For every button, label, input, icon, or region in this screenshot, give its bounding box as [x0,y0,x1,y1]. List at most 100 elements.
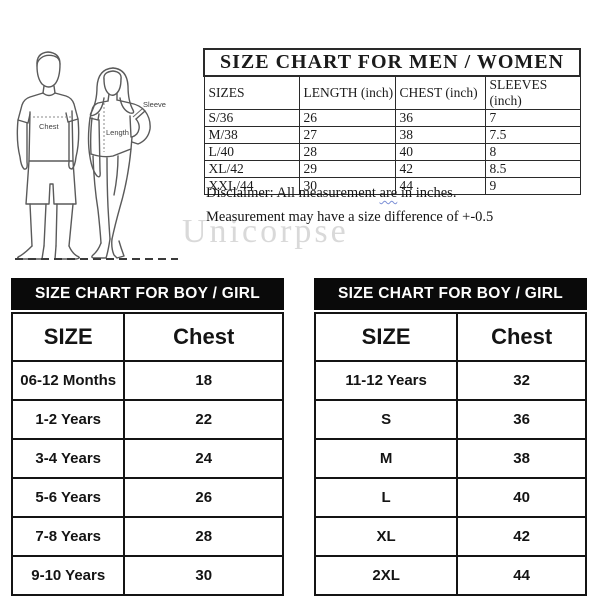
boy-girl-size-chart-left: SIZE CHART FOR BOY / GIRL SIZE Chest 06-1… [10,278,284,596]
table-cell: L/40 [203,143,300,161]
table-row: XL 42 [313,516,587,557]
table-row: 7-8 Years 28 [10,516,284,557]
column-header: Chest [456,312,587,362]
boy-girl-right-header-row: SIZE Chest [313,312,587,362]
men-women-table-body: S/36 26 36 7 M/38 27 38 7.5 L/40 28 40 8 XL/42 29 42 8.… [203,109,581,195]
table-cell: XL [313,516,459,557]
table-cell: S/36 [203,109,300,127]
column-header: SIZES [203,75,300,110]
table-cell: 9-10 Years [10,555,126,596]
table-cell: 29 [298,160,396,178]
table-cell: 30 [298,177,396,195]
table-row: 2XL 44 [313,555,587,596]
table-cell: S [313,399,459,440]
man-figure-drawing [16,51,80,260]
table-row: L 40 [313,477,587,518]
table-cell: L [313,477,459,518]
table-cell: 11-12 Years [313,360,459,401]
column-header: SIZE [313,312,459,362]
table-cell: 9 [484,177,581,195]
disclaimer-line-1: Disclaimer: All measurement are in inche… [206,185,586,202]
woman-figure-drawing [87,67,151,259]
disclaimer-text: Disclaimer: All measurement are in inche… [206,185,586,233]
table-cell: 38 [394,126,486,144]
boy-girl-right-table: SIZE Chest 11-12 Years 32 S 36 M 38 L 40 XL 42 2XL 4… [313,312,587,596]
sleeve-measure-label: Sleeve [143,100,166,109]
table-cell: 18 [123,360,284,401]
men-women-table-title: SIZE CHART FOR MEN / WOMEN [202,48,582,77]
table-row: S/36 26 36 7 [203,109,581,127]
table-row: 9-10 Years 30 [10,555,284,596]
chest-measure-label: Chest [39,122,60,131]
table-cell: 40 [456,477,587,518]
men-women-size-chart: SIZE CHART FOR MEN / WOMEN SIZES LENGTH (… [202,48,582,195]
table-row: M/38 27 38 7.5 [203,126,581,144]
measurement-guides: Chest Length Sleeve [15,100,178,260]
table-cell: 8 [484,143,581,161]
misspelled-word: are [379,185,398,201]
table-cell: 7-8 Years [10,516,126,557]
disclaimer-line-2: Measurement may have a size difference o… [206,209,494,225]
disclaimer-line1-prefix: Disclaimer: All measurement [206,185,380,201]
table-cell: 7 [484,109,581,127]
table-cell: 06-12 Months [10,360,126,401]
watermark-text: Unicorpse [182,213,349,250]
table-cell: M/38 [203,126,300,144]
table-row: 11-12 Years 32 [313,360,587,401]
column-header: SLEEVES (inch) [484,75,581,110]
disclaimer-line1-suffix: in inches. [397,185,457,201]
column-header: SIZE [10,312,126,362]
boy-girl-right-title-bar: SIZE CHART FOR BOY / GIRL [314,278,587,310]
table-cell: 22 [123,399,284,440]
table-cell: 7.5 [484,126,581,144]
men-women-title-row: SIZE CHART FOR MEN / WOMEN [202,48,582,77]
men-women-header-row: SIZES LENGTH (inch) CHEST (inch) SLEEVES (i… [203,75,581,110]
table-cell: 30 [123,555,284,596]
table-cell: 38 [456,438,587,479]
table-cell: 1-2 Years [10,399,126,440]
column-header: CHEST (inch) [394,75,486,110]
table-cell: 44 [456,555,587,596]
boy-girl-left-title-bar: SIZE CHART FOR BOY / GIRL [11,278,284,310]
table-cell: 32 [456,360,587,401]
table-cell: 2XL [313,555,459,596]
boy-girl-size-chart-right: SIZE CHART FOR BOY / GIRL SIZE Chest 11-1… [313,278,587,596]
boy-girl-left-table: SIZE Chest 06-12 Months 18 1-2 Years 22 3-4 Y… [10,312,284,596]
table-cell: M [313,438,459,479]
table-row: M 38 [313,438,587,479]
boy-girl-left-table-body: 06-12 Months 18 1-2 Years 22 3-4 Years 24 5-6 … [10,360,284,596]
table-cell: 5-6 Years [10,477,126,518]
table-cell: 27 [298,126,396,144]
table-cell: 42 [394,160,486,178]
size-guide-illustration: Chest Length Sleeve [15,51,178,260]
men-women-size-table: SIZE CHART FOR MEN / WOMEN SIZES LENGTH (… [202,48,582,195]
table-row: S 36 [313,399,587,440]
table-row: 06-12 Months 18 [10,360,284,401]
table-cell: 8.5 [484,160,581,178]
table-row: XL/42 29 42 8.5 [203,160,581,178]
table-row: L/40 28 40 8 [203,143,581,161]
table-row: 3-4 Years 24 [10,438,284,479]
table-cell: 36 [394,109,486,127]
table-cell: 40 [394,143,486,161]
length-measure-label: Length [106,128,129,137]
boy-girl-right-table-body: 11-12 Years 32 S 36 M 38 L 40 XL 42 2XL 44 [313,360,587,596]
table-cell: 24 [123,438,284,479]
column-header: Chest [123,312,284,362]
table-cell: XXL/44 [203,177,300,195]
table-cell: 3-4 Years [10,438,126,479]
table-row: 5-6 Years 26 [10,477,284,518]
table-row: 1-2 Years 22 [10,399,284,440]
table-cell: 44 [394,177,486,195]
table-cell: 42 [456,516,587,557]
table-cell: 28 [298,143,396,161]
boy-girl-left-header-row: SIZE Chest [10,312,284,362]
column-header: LENGTH (inch) [298,75,396,110]
table-cell: 36 [456,399,587,440]
table-row: XXL/44 30 44 9 [203,177,581,195]
table-cell: 26 [298,109,396,127]
sleeve-pointer-line [132,108,143,118]
table-cell: 26 [123,477,284,518]
table-cell: XL/42 [203,160,300,178]
